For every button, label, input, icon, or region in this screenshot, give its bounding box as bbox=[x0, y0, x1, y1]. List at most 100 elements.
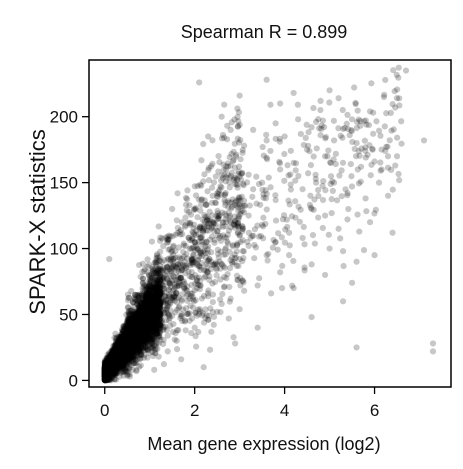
data-point-core bbox=[134, 344, 141, 351]
data-point-core bbox=[108, 356, 115, 363]
data-point-core bbox=[116, 351, 123, 358]
data-point-core bbox=[137, 355, 144, 362]
data-point-core bbox=[151, 302, 158, 309]
data-point-core bbox=[153, 301, 160, 308]
data-point-core bbox=[107, 377, 115, 384]
data-point-core bbox=[101, 371, 108, 379]
data-point-core bbox=[129, 347, 136, 354]
data-point-core bbox=[120, 332, 127, 340]
data-point-core bbox=[125, 330, 132, 337]
data-point-core bbox=[113, 353, 120, 360]
data-point-core bbox=[130, 334, 137, 341]
data-point-core bbox=[105, 367, 112, 374]
data-point-core bbox=[117, 362, 124, 369]
data-point-core bbox=[149, 306, 156, 313]
data-point-core bbox=[115, 352, 123, 359]
data-point-mid bbox=[210, 321, 217, 328]
data-point-core bbox=[113, 356, 120, 363]
data-point-core bbox=[140, 300, 147, 307]
data-point-core bbox=[112, 368, 119, 375]
data-point-core bbox=[140, 322, 147, 329]
data-point-core bbox=[101, 365, 108, 372]
data-point-core bbox=[105, 363, 112, 371]
data-point-core bbox=[156, 299, 164, 306]
data-point-core bbox=[127, 354, 134, 362]
data-point-core bbox=[132, 317, 140, 324]
data-point-core bbox=[110, 360, 117, 367]
data-point-mid bbox=[203, 201, 210, 209]
data-point-core bbox=[118, 348, 125, 355]
data-point-core bbox=[127, 340, 135, 347]
data-point-core bbox=[105, 363, 112, 370]
data-point-mid bbox=[184, 187, 191, 194]
data-point-core bbox=[134, 324, 142, 331]
data-point-core bbox=[129, 334, 136, 342]
data-point-core bbox=[113, 357, 120, 364]
data-point-core bbox=[131, 331, 138, 339]
data-point-core bbox=[141, 319, 148, 326]
data-point-core bbox=[107, 359, 114, 366]
data-point-core bbox=[101, 377, 109, 384]
data-point-core bbox=[117, 348, 124, 356]
data-point-core bbox=[143, 285, 150, 293]
data-point-core bbox=[132, 315, 140, 322]
data-point-core bbox=[149, 289, 156, 296]
data-point-core bbox=[146, 303, 153, 310]
data-point-core bbox=[145, 293, 152, 300]
data-point-core bbox=[116, 358, 123, 365]
data-point-mid bbox=[234, 105, 241, 112]
data-point-core bbox=[113, 334, 120, 341]
data-point-mid bbox=[213, 272, 220, 279]
data-point-core bbox=[104, 355, 111, 362]
data-point-core bbox=[146, 327, 153, 334]
data-point-core bbox=[102, 359, 109, 366]
data-point-core bbox=[111, 347, 118, 354]
chart-title: Spearman R = 0.899 bbox=[181, 22, 348, 42]
data-point-core bbox=[151, 298, 159, 305]
data-point-core bbox=[108, 353, 116, 361]
data-point-core bbox=[116, 348, 124, 355]
data-point-core bbox=[101, 363, 109, 371]
data-point-core bbox=[138, 338, 145, 345]
data-point-core bbox=[136, 346, 143, 353]
data-point-core bbox=[109, 366, 116, 373]
data-point-core bbox=[107, 367, 114, 374]
data-point-core bbox=[101, 372, 108, 380]
data-point-core bbox=[113, 341, 120, 349]
data-point-core bbox=[156, 316, 163, 323]
data-point-core bbox=[132, 334, 140, 342]
data-point-core bbox=[149, 283, 157, 291]
data-point-core bbox=[118, 362, 126, 369]
data-point-core bbox=[102, 365, 109, 372]
data-point-core bbox=[124, 365, 131, 372]
data-point-core bbox=[120, 343, 127, 351]
data-point-core bbox=[138, 333, 145, 340]
data-point-core bbox=[112, 352, 119, 359]
data-point-core bbox=[103, 373, 111, 380]
data-point-core bbox=[109, 357, 116, 364]
data-point-core bbox=[107, 362, 114, 370]
data-point-core bbox=[147, 306, 154, 314]
data-point-core bbox=[105, 361, 112, 368]
data-point-core bbox=[124, 341, 131, 348]
data-point-core bbox=[126, 333, 134, 341]
data-point-core bbox=[114, 355, 121, 362]
data-point-core bbox=[151, 259, 158, 266]
data-point-core bbox=[121, 346, 128, 353]
data-point-core bbox=[107, 370, 114, 377]
data-point-core bbox=[126, 339, 133, 347]
data-point-mid bbox=[225, 227, 233, 234]
data-point-core bbox=[108, 358, 116, 365]
data-point-core bbox=[104, 367, 112, 374]
data-point-core bbox=[131, 343, 138, 350]
data-point-core bbox=[103, 370, 111, 378]
data-point-core bbox=[105, 361, 112, 368]
data-point-core bbox=[101, 370, 109, 378]
data-point-core bbox=[119, 347, 126, 355]
data-point-mid bbox=[219, 290, 226, 298]
data-point-core bbox=[117, 342, 124, 349]
data-point-core bbox=[112, 348, 120, 355]
data-point-core bbox=[120, 331, 128, 339]
data-point-core bbox=[117, 348, 125, 355]
